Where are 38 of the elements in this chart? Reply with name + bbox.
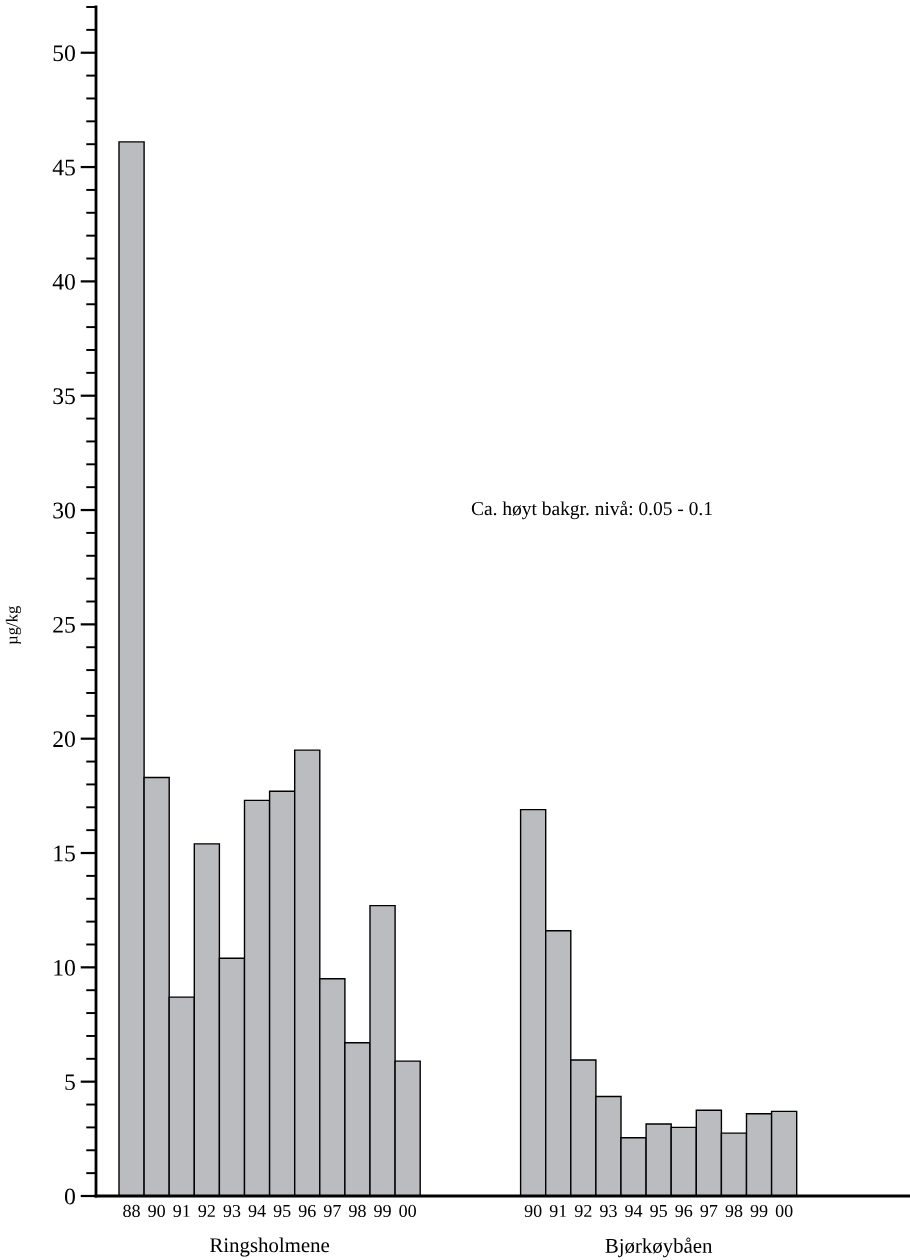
y-tick-label: 40 (52, 273, 75, 290)
y-tick-label: 25 (53, 616, 75, 633)
x-tick-label: 92 (198, 1204, 215, 1218)
x-tick-label: 88 (123, 1204, 140, 1218)
y-tick-label: 5 (65, 1074, 75, 1091)
y-tick-label: 30 (53, 502, 75, 519)
x-tick-label: 99 (750, 1204, 768, 1218)
y-tick-label: 10 (54, 959, 75, 976)
x-tick-label: 99 (374, 1204, 391, 1218)
x-tick-label: 00 (399, 1204, 416, 1218)
x-tick-label: 98 (725, 1204, 743, 1218)
x-tick-label: 95 (650, 1204, 667, 1218)
x-tick-label: 93 (600, 1204, 617, 1218)
text: Ringsholmene (210, 1237, 330, 1257)
x-tick-label: 96 (298, 1204, 316, 1218)
x-tick-label: 94 (248, 1204, 266, 1218)
y-tick-label: 0 (64, 1188, 75, 1205)
x-tick-label: 91 (549, 1204, 567, 1218)
x-tick-label: 92 (574, 1204, 592, 1218)
x-tick-label: 94 (625, 1204, 643, 1218)
x-tick-label: 97 (323, 1204, 341, 1218)
x-tick-label: 95 (273, 1204, 291, 1218)
y-tick-label: 45 (52, 159, 75, 176)
x-tick-label: 93 (223, 1204, 241, 1218)
y-tick-label: 15 (54, 845, 75, 862)
y-tick-label: 35 (53, 388, 75, 405)
x-tick-label: 91 (173, 1204, 190, 1218)
x-tick-label: 90 (148, 1204, 165, 1218)
x-tick-label: 90 (524, 1204, 542, 1218)
x-tick-label: 97 (700, 1204, 718, 1218)
text: Bjørkøybåen (605, 1237, 713, 1258)
y-tick-label: 20 (53, 731, 75, 748)
y-tick-label: 50 (53, 45, 75, 62)
x-tick-label: 96 (675, 1204, 693, 1218)
x-tick-label: 00 (775, 1204, 793, 1218)
y-axis-title: µg/kg (5, 605, 21, 645)
x-tick-label: 98 (349, 1204, 366, 1218)
annotation: Ca. høyt bakgr. nivå: 0.05 - 0.1 (471, 500, 712, 520)
